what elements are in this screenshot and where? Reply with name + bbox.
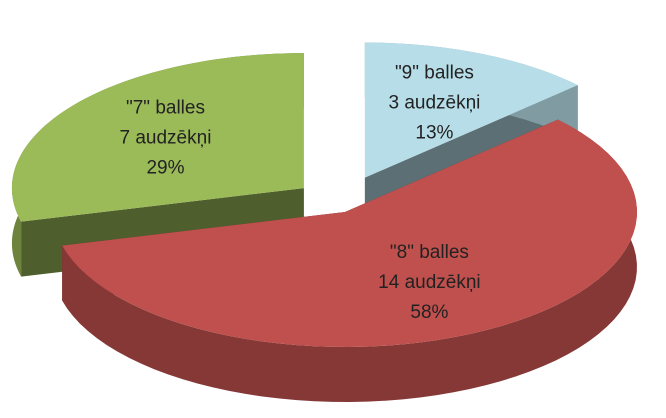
slice-percent: 29% [146,157,184,178]
slice-percent: 58% [410,302,448,323]
slice [11,53,304,222]
slice-count: 3 audzēkņi [388,92,480,113]
slice-percent: 13% [415,122,453,143]
slice-count: 7 audzēkņi [120,127,212,148]
slice-rim [62,119,637,402]
slice-count: 14 audzēkņi [378,272,480,293]
slice [62,119,637,347]
slice-name: "8" balles [390,242,469,263]
slice [364,42,578,178]
slice-name: "7" balles [126,97,205,118]
slice-name: "9" balles [395,62,474,83]
